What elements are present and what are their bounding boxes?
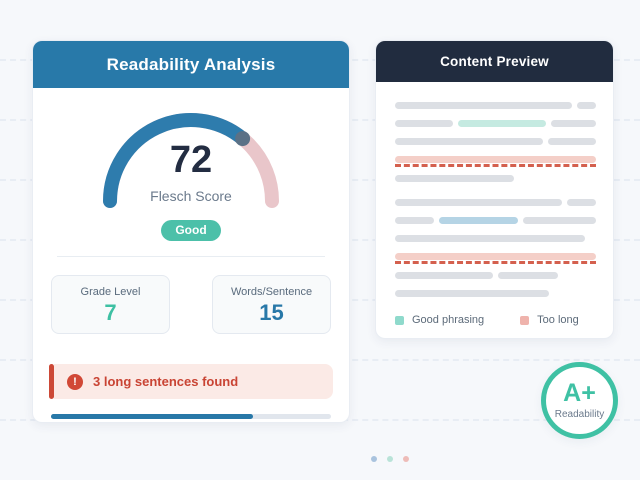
stat-label: Words/Sentence bbox=[230, 286, 313, 298]
grade-value: A+ bbox=[563, 379, 596, 407]
long-sentence-underline bbox=[395, 164, 596, 167]
stat-value: 15 bbox=[259, 300, 284, 325]
warning-banner: ! 3 long sentences found bbox=[49, 364, 333, 399]
flesch-score-value: 72 bbox=[169, 139, 213, 181]
content-preview-card: Content Preview Good phrasing Too long bbox=[375, 40, 614, 339]
text-placeholder bbox=[395, 175, 514, 182]
skeleton-row bbox=[395, 290, 596, 297]
readability-card-header: Readability Analysis bbox=[33, 41, 349, 88]
text-placeholder bbox=[395, 120, 454, 127]
legend-swatch bbox=[395, 315, 404, 325]
legend-label: Good phrasing bbox=[412, 314, 485, 326]
long-sentence-underline bbox=[395, 261, 596, 264]
skeleton-row bbox=[395, 199, 596, 206]
flesch-score-gauge: 72 Flesch Score bbox=[96, 106, 286, 211]
skeleton-row bbox=[395, 175, 596, 182]
too-long-highlight bbox=[395, 253, 596, 260]
content-preview-title: Content Preview bbox=[440, 54, 549, 69]
good-phrasing-highlight bbox=[458, 120, 547, 127]
text-placeholder bbox=[395, 272, 493, 279]
legend-item: Too long bbox=[520, 314, 579, 326]
readability-card-title: Readability Analysis bbox=[106, 54, 276, 74]
info-highlight bbox=[438, 217, 518, 224]
skeleton-row bbox=[395, 156, 596, 163]
too-long-highlight bbox=[395, 156, 596, 163]
legend-label: Too long bbox=[537, 314, 579, 326]
legend-swatch bbox=[520, 315, 530, 325]
highlight-legend: Good phrasing Too long bbox=[395, 314, 596, 326]
readability-card-body: 72 Flesch Score Good Grade Level 7 Words/… bbox=[33, 106, 349, 419]
stats-row: Grade Level 7 Words/Sentence 15 bbox=[51, 275, 331, 334]
text-placeholder bbox=[498, 272, 558, 279]
content-preview-body: Good phrasing Too long bbox=[376, 82, 613, 326]
skeleton-row bbox=[395, 102, 596, 109]
score-rating-badge: Good bbox=[161, 220, 221, 241]
flesch-score-label: Flesch Score bbox=[150, 188, 232, 204]
readability-progress-fill bbox=[51, 414, 253, 419]
carousel-dots bbox=[371, 456, 409, 462]
divider bbox=[57, 256, 325, 257]
text-placeholder bbox=[548, 138, 596, 145]
text-placeholder bbox=[567, 199, 596, 206]
text-placeholder bbox=[395, 199, 563, 206]
grade-label: Readability bbox=[554, 409, 605, 420]
warning-accent-bar bbox=[49, 364, 54, 399]
text-placeholder bbox=[395, 290, 549, 297]
alert-icon: ! bbox=[67, 373, 83, 390]
text-placeholder bbox=[395, 217, 434, 224]
stat-value: 7 bbox=[104, 300, 117, 325]
legend-item: Good phrasing bbox=[395, 314, 484, 326]
text-placeholder bbox=[395, 138, 544, 145]
stat-label: Grade Level bbox=[80, 286, 141, 298]
skeleton-row bbox=[395, 272, 596, 279]
warning-box: ! 3 long sentences found bbox=[54, 364, 333, 399]
text-placeholder bbox=[577, 102, 596, 109]
carousel-dot-3[interactable] bbox=[403, 456, 409, 462]
readability-progress-track bbox=[51, 414, 331, 419]
grade-badge: A+ Readability bbox=[541, 362, 618, 439]
stat-box-grade-level: Grade Level 7 bbox=[51, 275, 170, 334]
score-badge-row: Good bbox=[51, 220, 331, 241]
carousel-dot-2[interactable] bbox=[387, 456, 393, 462]
text-placeholder bbox=[395, 235, 585, 242]
carousel-dot-1[interactable] bbox=[371, 456, 377, 462]
warning-text: 3 long sentences found bbox=[93, 374, 239, 389]
readability-analysis-card: Readability Analysis 72 Flesch Score Goo… bbox=[32, 40, 350, 423]
skeleton-row bbox=[395, 120, 596, 127]
skeleton-row bbox=[395, 217, 596, 224]
stat-box-words-sentence: Words/Sentence 15 bbox=[212, 275, 331, 334]
gauge-marker-dot bbox=[235, 131, 251, 147]
text-placeholder bbox=[395, 102, 573, 109]
skeleton-row bbox=[395, 253, 596, 260]
text-placeholder bbox=[551, 120, 596, 127]
content-preview-header: Content Preview bbox=[376, 41, 613, 82]
skeleton-row bbox=[395, 138, 596, 145]
skeleton-text-lines bbox=[395, 102, 596, 297]
text-placeholder bbox=[522, 217, 596, 224]
gauge-arc bbox=[103, 113, 279, 208]
skeleton-row bbox=[395, 235, 596, 242]
